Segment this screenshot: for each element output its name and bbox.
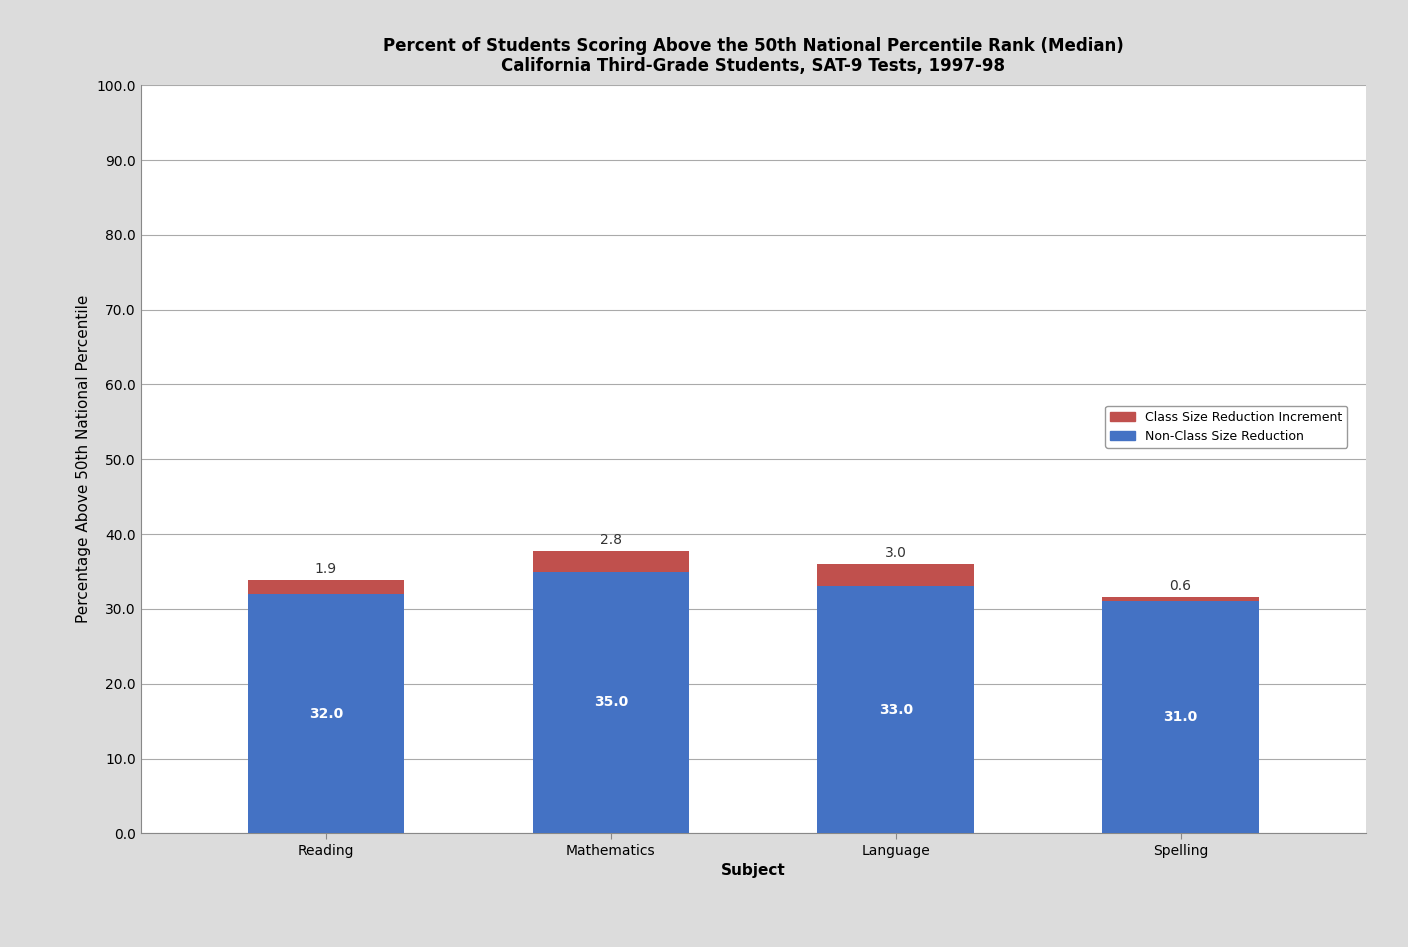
Y-axis label: Percentage Above 50th National Percentile: Percentage Above 50th National Percentil… (76, 295, 92, 623)
Text: 31.0: 31.0 (1163, 710, 1198, 724)
Bar (532, 550, 689, 572)
Legend: Class Size Reduction Increment, Non-Class Size Reduction: Class Size Reduction Increment, Non-Clas… (1105, 405, 1347, 448)
Text: 3.0: 3.0 (884, 546, 907, 561)
Bar (1102, 601, 1259, 833)
Bar (532, 572, 689, 833)
Title: Percent of Students Scoring Above the 50th National Percentile Rank (Median)
Cal: Percent of Students Scoring Above the 50… (383, 37, 1124, 76)
Text: 0.6: 0.6 (1170, 580, 1191, 593)
Bar (248, 594, 404, 833)
Text: 32.0: 32.0 (308, 706, 344, 721)
Text: 1.9: 1.9 (315, 562, 337, 576)
X-axis label: Subject: Subject (721, 864, 786, 878)
Text: 35.0: 35.0 (594, 695, 628, 709)
Bar (818, 586, 974, 833)
Bar (818, 564, 974, 586)
Bar (1102, 597, 1259, 601)
Bar (248, 580, 404, 594)
Text: 2.8: 2.8 (600, 533, 622, 546)
Text: 33.0: 33.0 (879, 703, 912, 717)
